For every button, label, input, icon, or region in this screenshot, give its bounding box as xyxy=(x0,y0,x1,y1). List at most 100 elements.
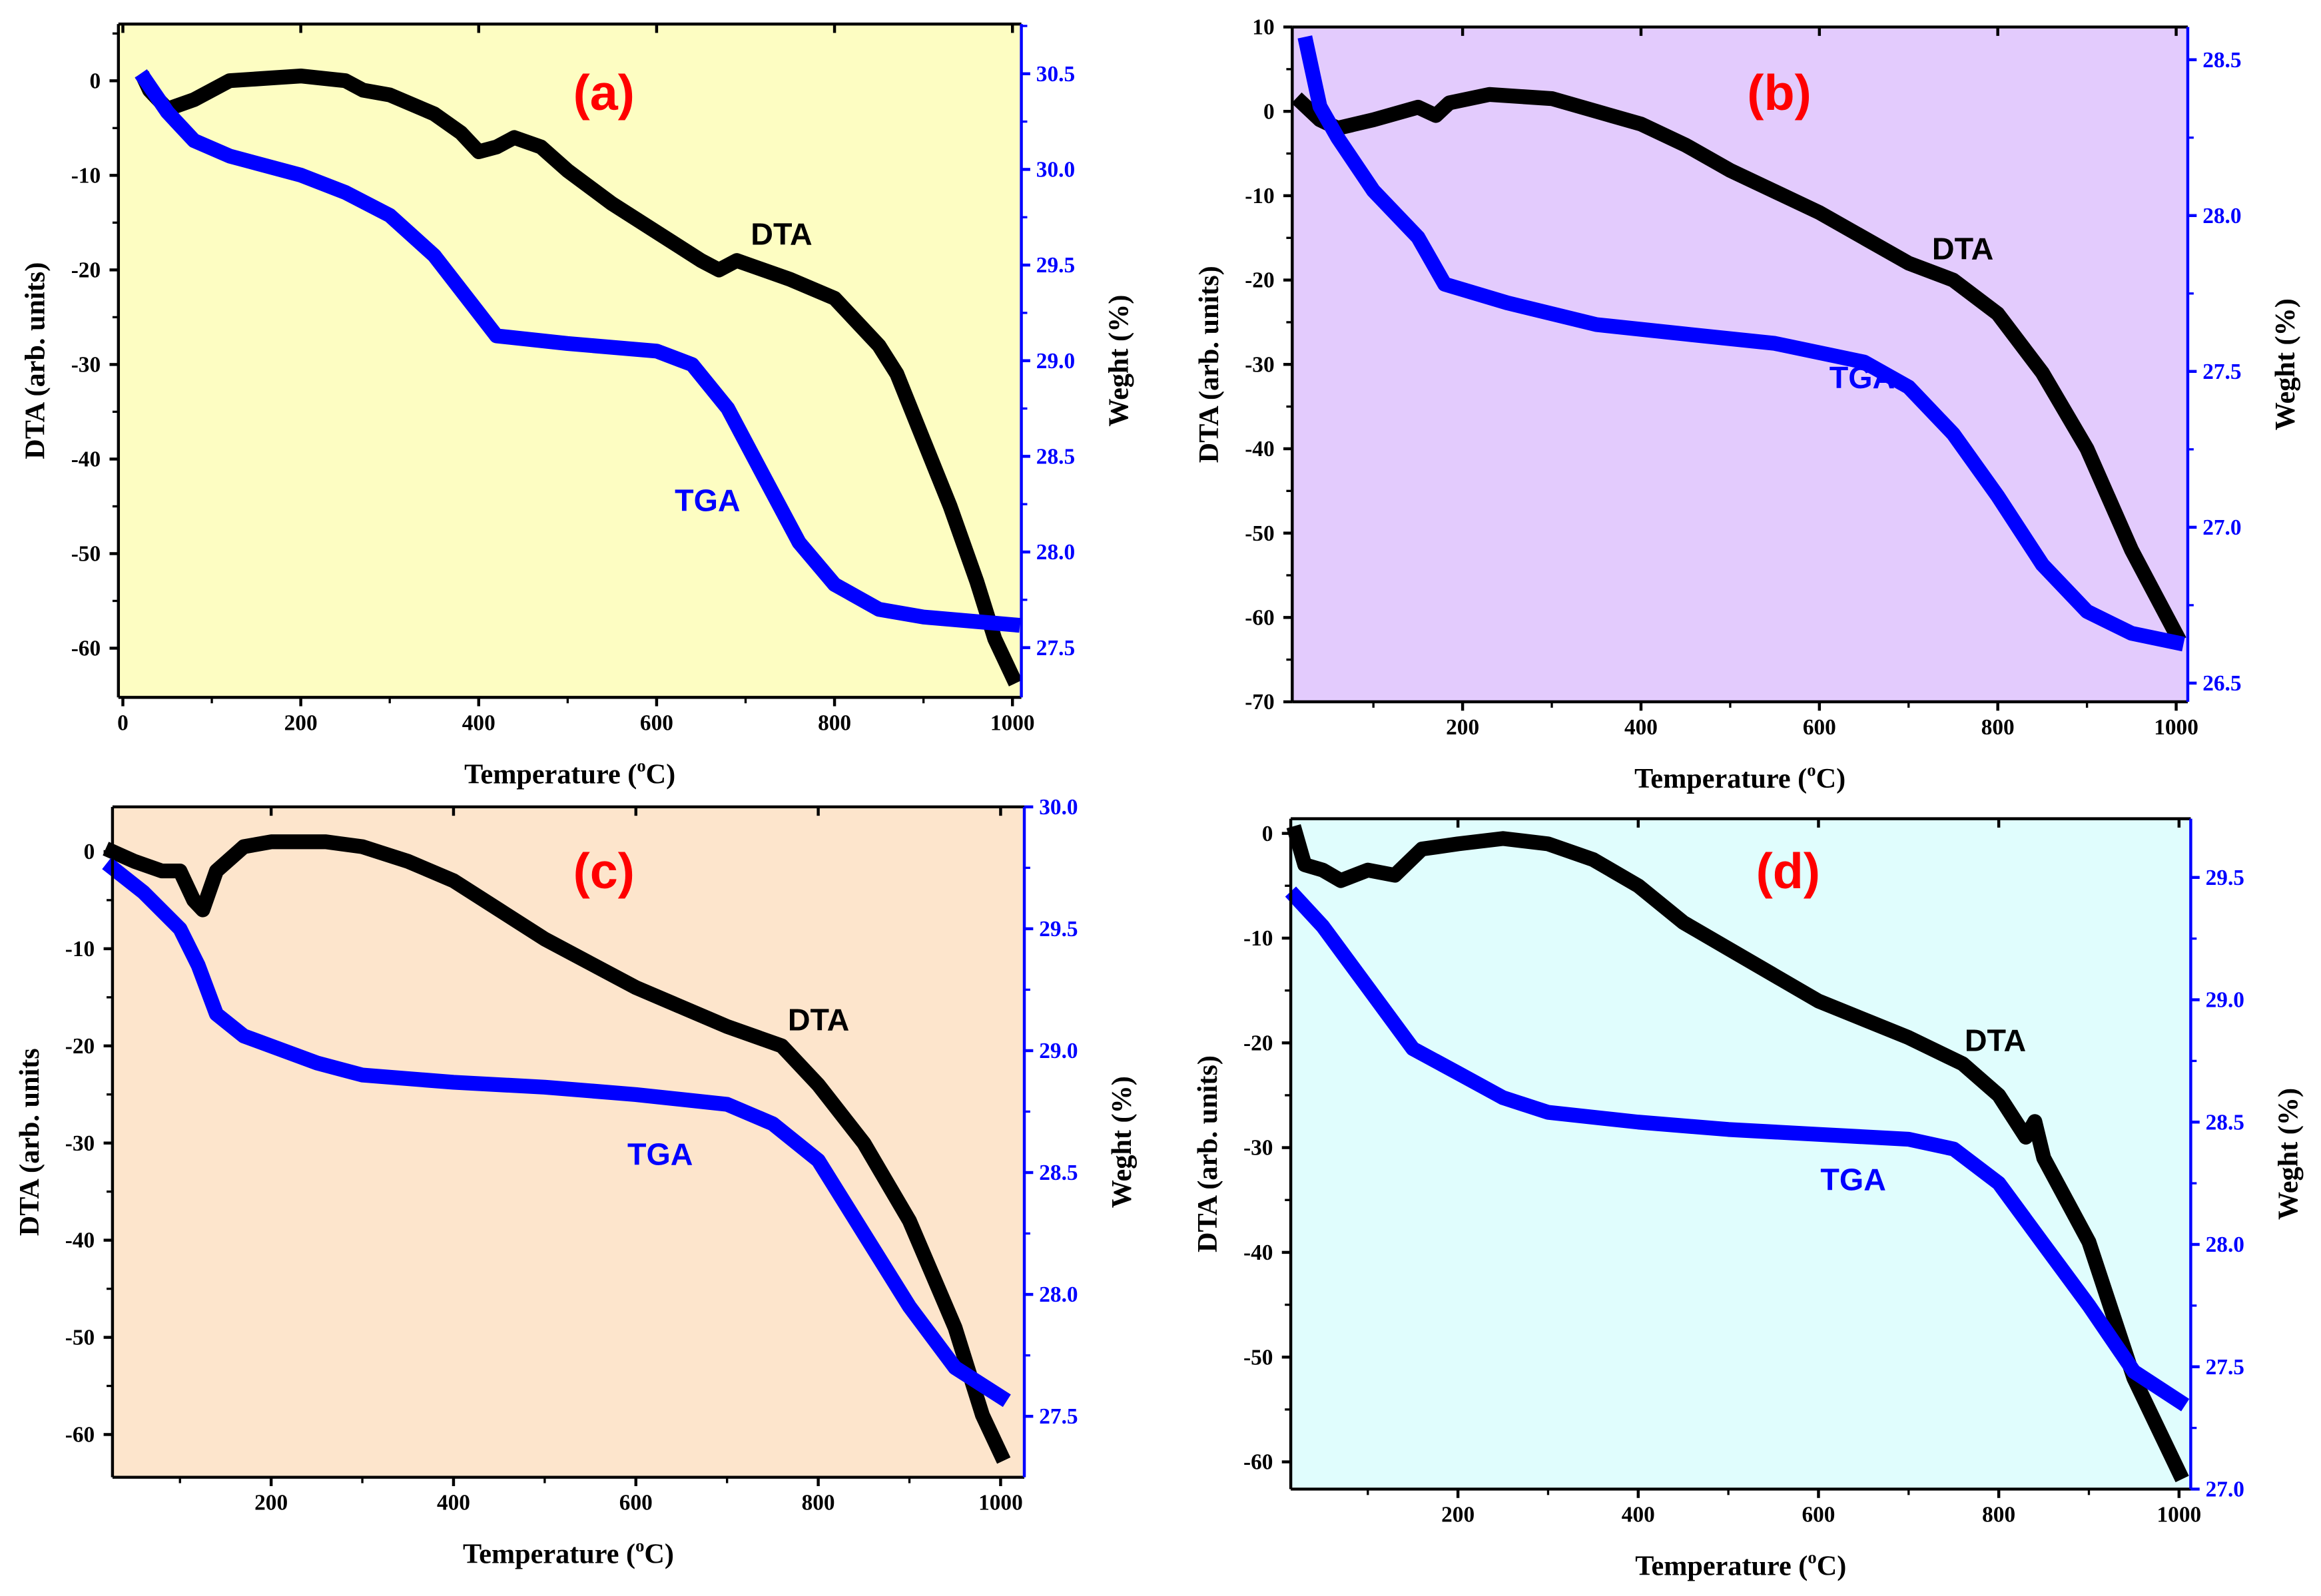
tga-curve xyxy=(135,69,1021,633)
y2-tick-label: 29.5 xyxy=(2206,866,2244,890)
x-tick-label: 1000 xyxy=(2154,715,2198,740)
x-tick-label: 400 xyxy=(1622,1502,1655,1527)
y2-tick-label: 29.5 xyxy=(1036,253,1075,278)
panel-label: (a) xyxy=(573,65,635,121)
panel-label: (c) xyxy=(573,844,635,900)
dta-curve xyxy=(1286,824,2189,1483)
y-tick-label: -10 xyxy=(65,937,95,961)
x-tick-label: 800 xyxy=(1982,1502,2015,1527)
x-tick-label: 200 xyxy=(1441,1502,1475,1527)
panel-label: (d) xyxy=(1756,844,1820,900)
y-tick-label: -40 xyxy=(71,447,101,472)
dta-series-label: DTA xyxy=(1965,1023,2026,1058)
x-axis-title: Temperature (oC) xyxy=(464,755,675,790)
y-tick-label: -20 xyxy=(71,258,101,282)
x-axis-title-sup: o xyxy=(1808,1547,1816,1567)
y-tick-label: 0 xyxy=(1263,99,1275,124)
x-axis-title-sup: o xyxy=(637,755,645,775)
plot-background xyxy=(112,806,1025,1477)
y-tick-label: -60 xyxy=(65,1423,95,1448)
y2-tick-label: 28.5 xyxy=(2206,1110,2244,1135)
y2-tick-label: 30.0 xyxy=(1039,795,1078,820)
y2-tick-label: 26.5 xyxy=(2202,671,2241,696)
y2-tick-label: 27.5 xyxy=(2206,1355,2244,1380)
x-tick-label: 800 xyxy=(1981,715,2015,740)
tga-series-label: TGA xyxy=(1829,360,1895,395)
dta-series-label: DTA xyxy=(751,216,812,251)
y-tick-label: -30 xyxy=(65,1131,95,1156)
y-tick-label: 10 xyxy=(1252,15,1274,40)
x-tick-label: 600 xyxy=(1803,715,1836,740)
y2-tick-label: 27.5 xyxy=(1036,636,1075,661)
panel-label: (b) xyxy=(1747,65,1811,121)
y2-tick-label: 27.5 xyxy=(1039,1404,1078,1429)
y-axis-title: DTA (arb. units) xyxy=(1192,1055,1223,1252)
x-tick-label: 800 xyxy=(802,1491,835,1515)
x-axis-title: Temperature (oC) xyxy=(463,1535,674,1570)
y2-axis-title: Weght (%) xyxy=(2270,298,2301,430)
x-tick-label: 200 xyxy=(254,1491,288,1515)
y-tick-label: -50 xyxy=(1243,1345,1273,1370)
x-axis-title-main: Temperature ( xyxy=(464,758,637,790)
dta-curve xyxy=(1291,87,2186,645)
x-axis-title-end: C) xyxy=(1817,1550,1847,1581)
y-tick-label: -60 xyxy=(1245,605,1274,630)
y2-tick-label: 29.0 xyxy=(1036,349,1075,374)
x-tick-label: 200 xyxy=(1446,715,1479,740)
y-tick-label: -10 xyxy=(71,163,101,188)
y2-axis-title: Weght (%) xyxy=(1104,295,1135,427)
y2-tick-label: 27.5 xyxy=(2202,360,2241,384)
x-tick-label: 0 xyxy=(117,710,129,735)
x-axis-title: Temperature (oC) xyxy=(1635,1547,1846,1582)
y-tick-label: -60 xyxy=(71,637,101,661)
x-tick-label: 600 xyxy=(1802,1502,1835,1527)
x-tick-label: 400 xyxy=(437,1491,470,1515)
x-axis-title-main: Temperature ( xyxy=(1634,763,1807,794)
y2-axis-title: Weght (%) xyxy=(2272,1088,2304,1220)
plot-background xyxy=(118,24,1022,698)
x-tick-label: 1000 xyxy=(990,710,1035,735)
x-tick-label: 600 xyxy=(619,1491,653,1515)
x-tick-label: 400 xyxy=(462,710,496,735)
x-tick-label: 1000 xyxy=(2156,1502,2201,1527)
x-axis-title-sup: o xyxy=(635,1535,644,1555)
y-tick-label: 0 xyxy=(84,840,95,864)
tga-curve xyxy=(102,857,1011,1408)
y2-tick-label: 28.0 xyxy=(2202,204,2241,228)
y2-tick-label: 28.0 xyxy=(1036,540,1075,565)
y-tick-label: -60 xyxy=(1243,1450,1273,1475)
x-tick-label: 400 xyxy=(1624,715,1658,740)
y-tick-label: -10 xyxy=(1243,926,1273,951)
dta-curve xyxy=(103,834,1011,1464)
y2-axis-title: Weght (%) xyxy=(1106,1076,1138,1208)
x-axis-title-sup: o xyxy=(1807,760,1816,780)
chart-panel-a: 0 200 400 600 800 1000 -60 -50 -40 -30 -20 -10 0 27.5… xyxy=(20,22,1135,790)
y2-tick-label: 28.0 xyxy=(1039,1282,1078,1307)
chart-panel-b: 200 400 600 800 1000 -70 -60 -50 -40 -30 -20 -10 0 10… xyxy=(1193,15,2301,794)
plot-background xyxy=(1291,818,2191,1489)
y2-tick-label: 28.0 xyxy=(2206,1232,2244,1257)
dta-curve xyxy=(135,68,1023,686)
y-tick-label: -40 xyxy=(65,1228,95,1253)
x-tick-label: 1000 xyxy=(978,1491,1023,1515)
y-axis-title: DTA (arb. units) xyxy=(20,262,51,459)
x-tick-label: 600 xyxy=(640,710,673,735)
dta-series-label: DTA xyxy=(1932,231,1993,266)
y-tick-label: -40 xyxy=(1245,437,1274,461)
x-tick-label: 800 xyxy=(818,710,851,735)
x-tick-label: 200 xyxy=(284,710,318,735)
y-tick-label: 0 xyxy=(1262,822,1273,846)
y2-tick-label: 28.5 xyxy=(1039,1161,1078,1185)
x-axis-title-end: C) xyxy=(646,758,676,790)
y-tick-label: -20 xyxy=(1243,1031,1273,1055)
y2-tick-label: 28.5 xyxy=(1036,444,1075,469)
chart-panel-d: 200 400 600 800 1000 -60 -50 -40 -30 -20 -10 0 27.0 2… xyxy=(1192,817,2304,1582)
x-axis-title-main: Temperature ( xyxy=(463,1539,635,1570)
y-tick-label: -50 xyxy=(1245,521,1274,546)
y-axis-title: DTA (arb. units) xyxy=(1193,266,1225,463)
y-tick-label: -20 xyxy=(65,1034,95,1059)
tga-curve xyxy=(1285,886,2190,1412)
y-tick-label: -30 xyxy=(1245,352,1274,377)
x-axis-title-main: Temperature ( xyxy=(1635,1550,1808,1581)
